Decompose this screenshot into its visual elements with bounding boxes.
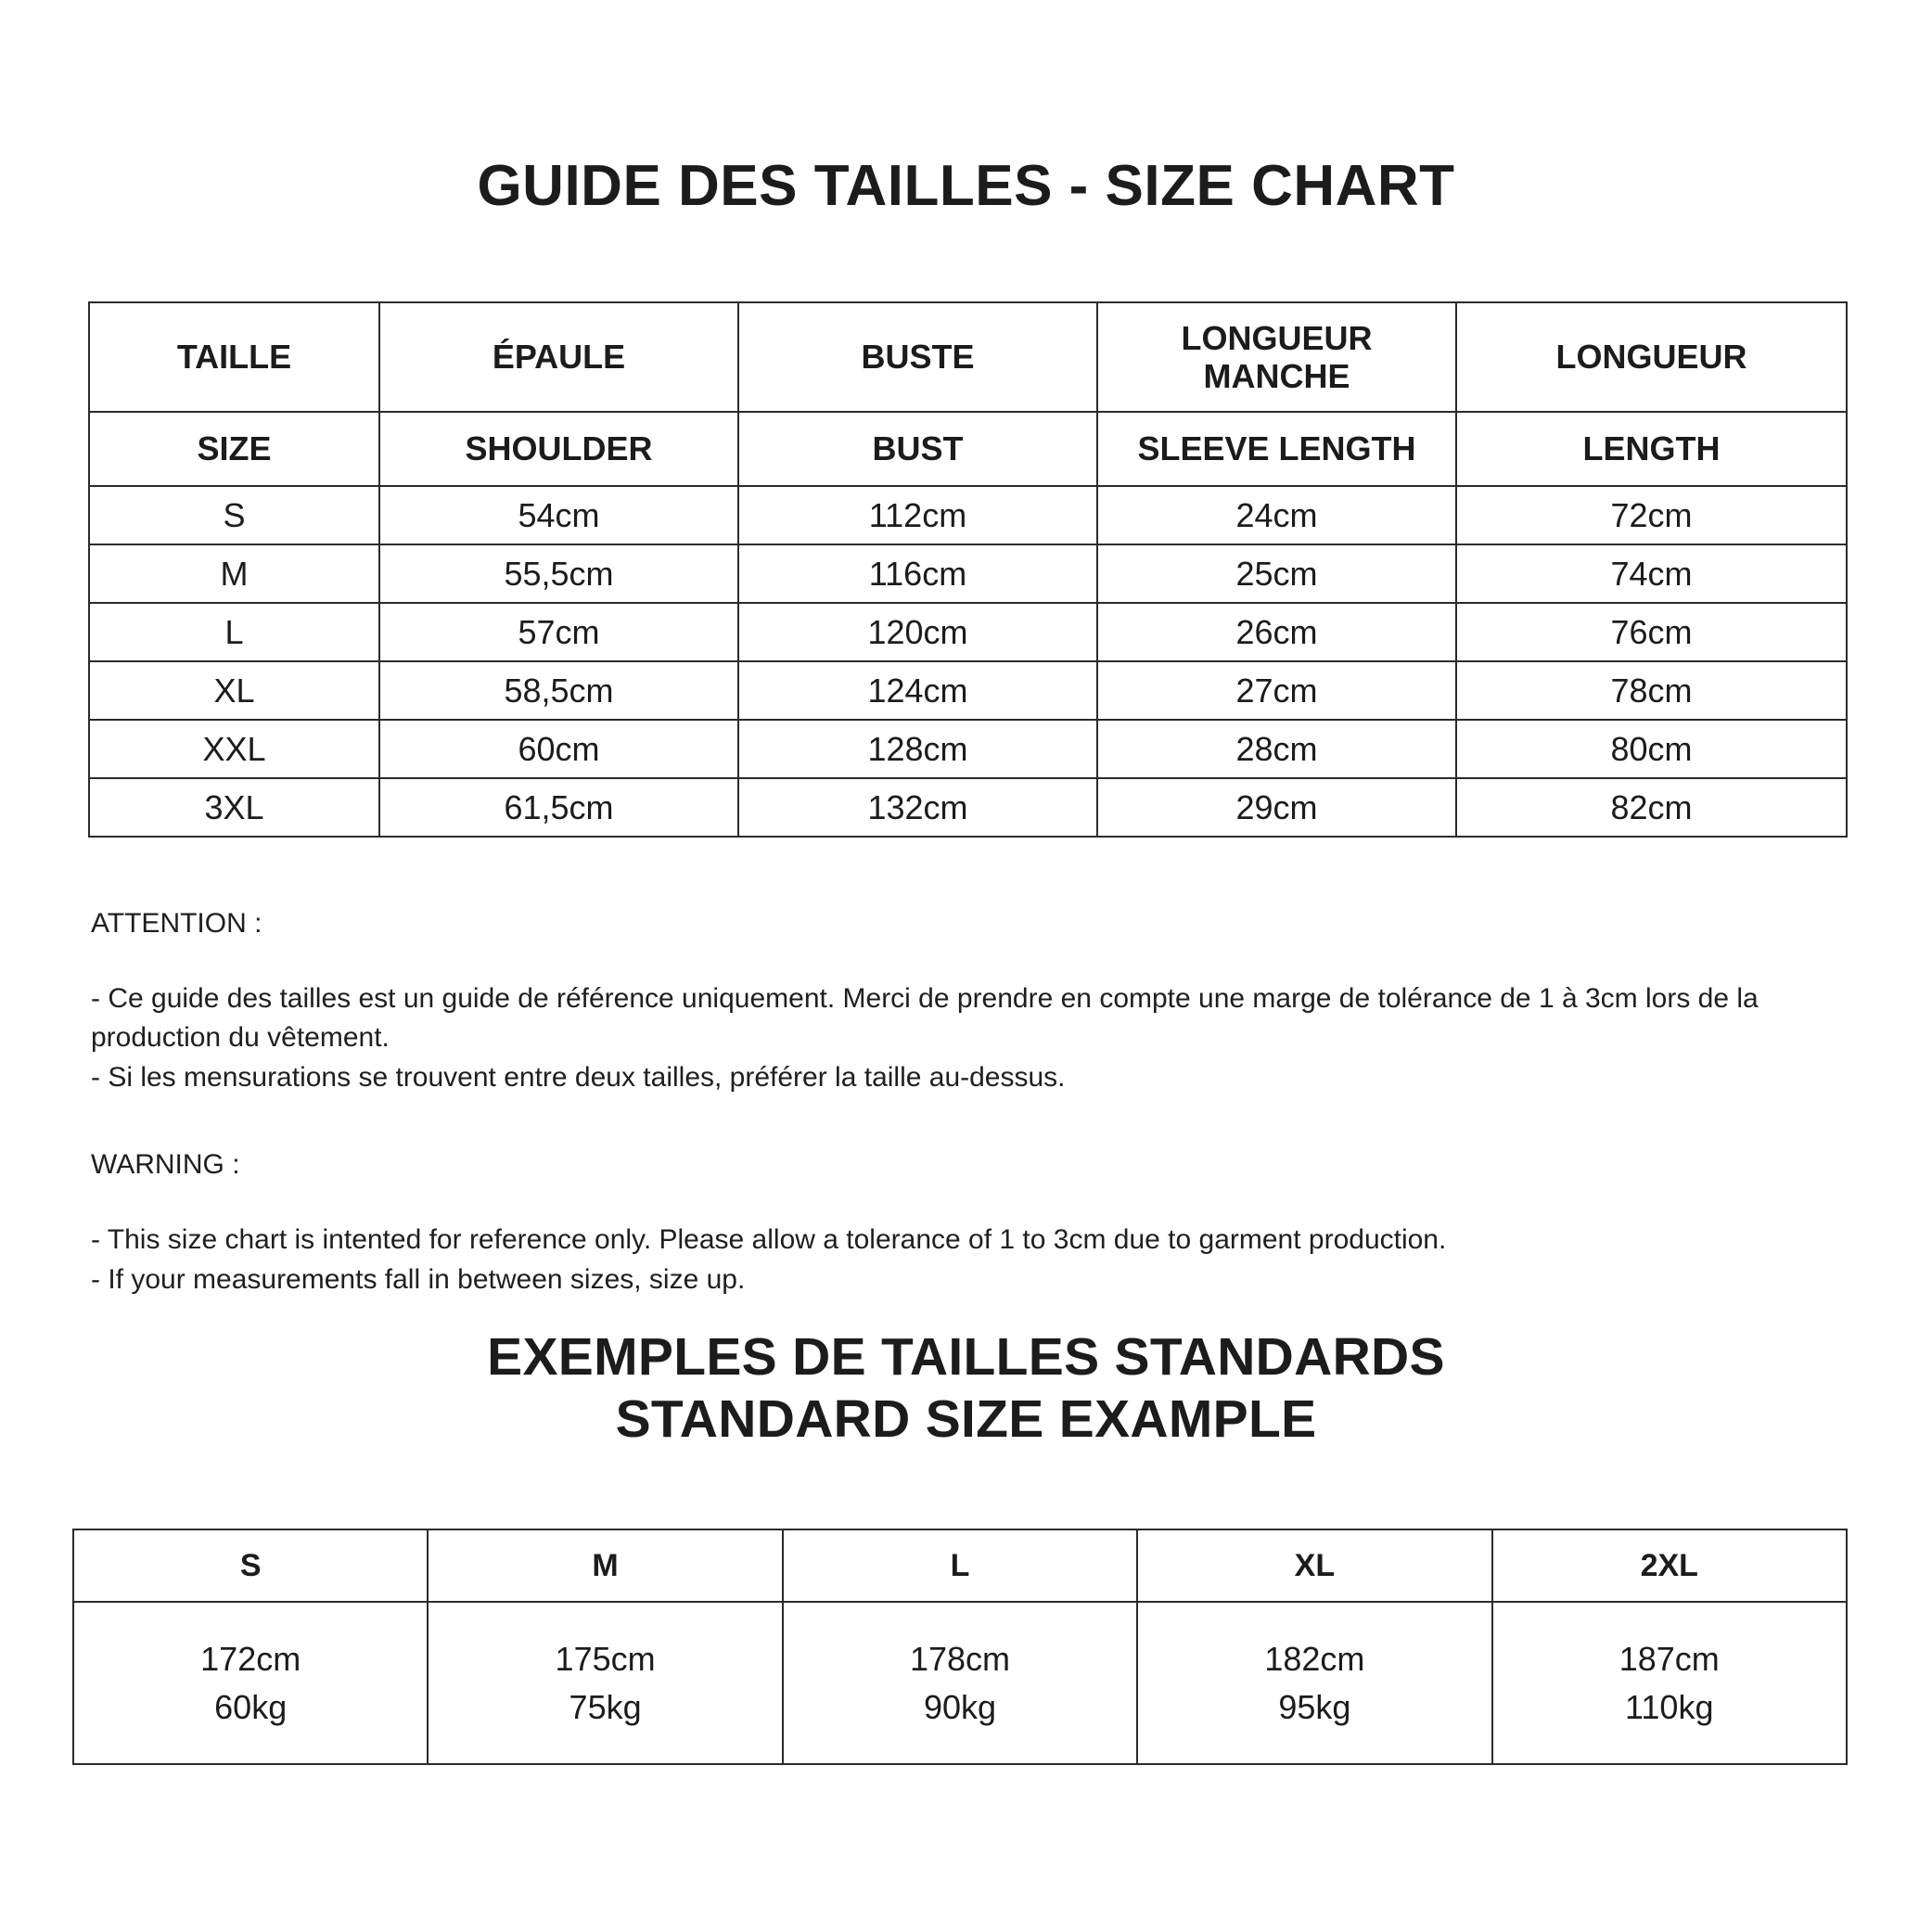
cell-shoulder: 57cm bbox=[378, 602, 739, 662]
attention-heading: ATTENTION : bbox=[91, 908, 262, 939]
cell-length: 82cm bbox=[1455, 777, 1848, 838]
table-row: XL 58,5cm 124cm 27cm 78cm bbox=[88, 660, 1848, 721]
cell-sleeve: 26cm bbox=[1096, 602, 1457, 662]
example-height-xl: 182cm bbox=[1264, 1640, 1365, 1679]
header-buste: BUSTE bbox=[737, 301, 1098, 413]
cell-length: 78cm bbox=[1455, 660, 1848, 721]
example-title-french: EXEMPLES DE TAILLES STANDARDS bbox=[487, 1327, 1445, 1387]
header-size: SIZE bbox=[88, 411, 380, 487]
example-cell-2xl: 187cm 110kg bbox=[1491, 1601, 1848, 1765]
cell-length: 74cm bbox=[1455, 544, 1848, 604]
table-row: 3XL 61,5cm 132cm 29cm 82cm bbox=[88, 777, 1848, 838]
cell-sleeve: 28cm bbox=[1096, 719, 1457, 779]
header-taille: TAILLE bbox=[88, 301, 380, 413]
size-chart-table: TAILLE ÉPAULE BUSTE LONGUEUR MANCHE LONG… bbox=[88, 301, 1848, 838]
cell-shoulder: 60cm bbox=[378, 719, 739, 779]
attention-line-1: - Ce guide des tailles est un guide de r… bbox=[91, 982, 1759, 1054]
header-row-french: TAILLE ÉPAULE BUSTE LONGUEUR MANCHE LONG… bbox=[88, 301, 1848, 413]
cell-sleeve: 25cm bbox=[1096, 544, 1457, 604]
table-row: XXL 60cm 128cm 28cm 80cm bbox=[88, 719, 1848, 779]
example-table-body: 172cm 60kg 175cm 75kg 178cm 90kg 182cm 9… bbox=[71, 1601, 1848, 1765]
notes-section: ATTENTION : - Ce guide des tailles est u… bbox=[91, 904, 1853, 1299]
cell-length: 76cm bbox=[1455, 602, 1848, 662]
cell-shoulder: 61,5cm bbox=[378, 777, 739, 838]
cell-bust: 116cm bbox=[737, 544, 1098, 604]
notes-spacer bbox=[91, 1097, 1853, 1145]
cell-shoulder: 55,5cm bbox=[378, 544, 739, 604]
header-epaule: ÉPAULE bbox=[378, 301, 739, 413]
header-sleeve-length: SLEEVE LENGTH bbox=[1096, 411, 1457, 487]
cell-length: 72cm bbox=[1455, 485, 1848, 545]
cell-size: 3XL bbox=[88, 777, 380, 838]
standard-size-example-table: S M L XL 2XL 172cm 60kg 175cm 75kg 178cm bbox=[71, 1529, 1848, 1765]
warning-line-2: - If your measurements fall in between s… bbox=[91, 1263, 746, 1295]
example-weight-2xl: 110kg bbox=[1625, 1687, 1714, 1726]
table-row: 172cm 60kg 175cm 75kg 178cm 90kg 182cm 9… bbox=[71, 1601, 1848, 1765]
cell-length: 80cm bbox=[1455, 719, 1848, 779]
table-row: L 57cm 120cm 26cm 76cm bbox=[88, 602, 1848, 662]
example-weight-m: 75kg bbox=[569, 1687, 642, 1726]
example-header-row: S M L XL 2XL bbox=[71, 1529, 1848, 1603]
example-table-head: S M L XL 2XL bbox=[71, 1529, 1848, 1603]
size-table-body: S 54cm 112cm 24cm 72cm M 55,5cm 116cm 25… bbox=[88, 485, 1848, 838]
warning-line-1: - This size chart is intented for refere… bbox=[91, 1223, 1447, 1255]
page-title: GUIDE DES TAILLES - SIZE CHART bbox=[477, 154, 1455, 218]
header-longueur-manche: LONGUEUR MANCHE bbox=[1096, 301, 1457, 413]
example-height-s: 172cm bbox=[200, 1640, 301, 1679]
header-longueur: LONGUEUR bbox=[1455, 301, 1848, 413]
example-title-english: STANDARD SIZE EXAMPLE bbox=[615, 1389, 1317, 1450]
cell-bust: 132cm bbox=[737, 777, 1098, 838]
warning-heading: WARNING : bbox=[91, 1149, 240, 1181]
cell-sleeve: 27cm bbox=[1096, 660, 1457, 721]
example-header-xl: XL bbox=[1136, 1529, 1493, 1603]
example-header-l: L bbox=[781, 1529, 1139, 1603]
size-table-head: TAILLE ÉPAULE BUSTE LONGUEUR MANCHE LONG… bbox=[88, 301, 1848, 487]
cell-bust: 128cm bbox=[737, 719, 1098, 779]
example-cell-xl: 182cm 95kg bbox=[1136, 1601, 1493, 1765]
cell-shoulder: 58,5cm bbox=[378, 660, 739, 721]
cell-bust: 120cm bbox=[737, 602, 1098, 662]
header-bust: BUST bbox=[737, 411, 1098, 487]
cell-size: XL bbox=[88, 660, 380, 721]
cell-shoulder: 54cm bbox=[378, 485, 739, 545]
example-cell-m: 175cm 75kg bbox=[427, 1601, 784, 1765]
cell-size: S bbox=[88, 485, 380, 545]
table-row: M 55,5cm 116cm 25cm 74cm bbox=[88, 544, 1848, 604]
example-header-2xl: 2XL bbox=[1491, 1529, 1848, 1603]
cell-size: L bbox=[88, 602, 380, 662]
example-height-m: 175cm bbox=[555, 1640, 656, 1679]
example-weight-l: 90kg bbox=[923, 1687, 997, 1726]
example-height-l: 178cm bbox=[909, 1640, 1010, 1679]
example-height-2xl: 187cm bbox=[1619, 1640, 1720, 1679]
header-length: LENGTH bbox=[1455, 411, 1848, 487]
header-row-english: SIZE SHOULDER BUST SLEEVE LENGTH LENGTH bbox=[88, 411, 1848, 487]
cell-size: XXL bbox=[88, 719, 380, 779]
header-shoulder: SHOULDER bbox=[378, 411, 739, 487]
example-section-title: EXEMPLES DE TAILLES STANDARDS STANDARD S… bbox=[0, 1326, 1932, 1452]
example-weight-xl: 95kg bbox=[1278, 1687, 1351, 1726]
example-cell-s: 172cm 60kg bbox=[71, 1601, 429, 1765]
attention-line-2: - Si les mensurations se trouvent entre … bbox=[91, 1061, 1066, 1093]
example-header-s: S bbox=[71, 1529, 429, 1603]
example-cell-l: 178cm 90kg bbox=[781, 1601, 1139, 1765]
cell-bust: 124cm bbox=[737, 660, 1098, 721]
cell-sleeve: 29cm bbox=[1096, 777, 1457, 838]
cell-size: M bbox=[88, 544, 380, 604]
cell-sleeve: 24cm bbox=[1096, 485, 1457, 545]
cell-bust: 112cm bbox=[737, 485, 1098, 545]
example-header-m: M bbox=[427, 1529, 784, 1603]
example-weight-s: 60kg bbox=[214, 1687, 288, 1726]
table-row: S 54cm 112cm 24cm 72cm bbox=[88, 485, 1848, 545]
